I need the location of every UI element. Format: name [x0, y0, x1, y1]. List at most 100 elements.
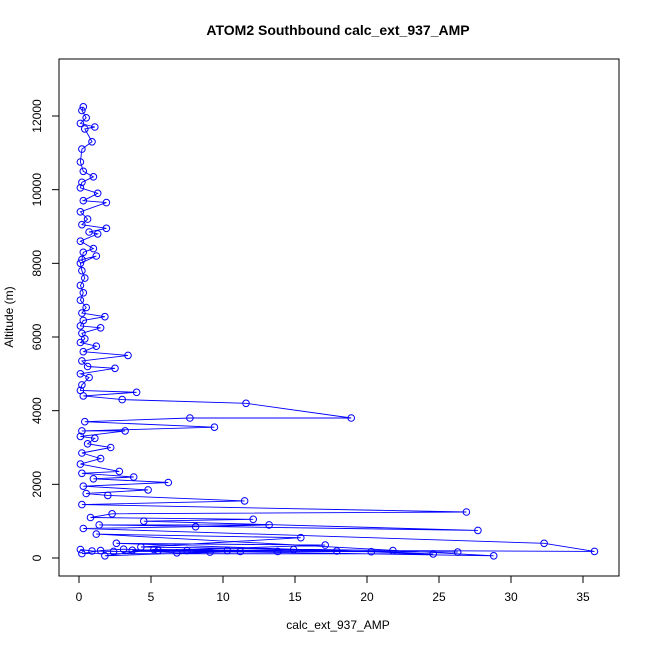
- data-point: [183, 546, 191, 555]
- data-point: [89, 244, 98, 253]
- data-point: [78, 266, 86, 275]
- data-point: [76, 158, 85, 166]
- data-point: [132, 388, 141, 397]
- data-point: [124, 351, 132, 360]
- data-point: [173, 549, 181, 557]
- data-point: [137, 543, 145, 551]
- data-point: [121, 427, 129, 435]
- data-point: [76, 322, 85, 330]
- data-point: [83, 440, 92, 448]
- data-point: [297, 533, 305, 542]
- data-point: [86, 513, 95, 522]
- y-axis-label: Altitude (m): [2, 286, 16, 347]
- data-point: [118, 395, 126, 404]
- data-point: [76, 296, 85, 305]
- chart-title: ATOM2 Southbound calc_ext_937_AMP: [206, 22, 469, 38]
- data-point: [78, 309, 86, 317]
- data-point: [111, 364, 119, 373]
- data-point: [101, 552, 109, 560]
- data-point: [92, 530, 101, 538]
- data-point: [236, 547, 245, 556]
- data-point: [154, 546, 162, 555]
- data-point: [82, 489, 90, 498]
- data-point: [289, 545, 298, 554]
- y-tick-label: 12000: [30, 99, 44, 133]
- data-point: [76, 184, 85, 192]
- data-point: [79, 524, 88, 533]
- y-tick-label: 8000: [30, 250, 44, 277]
- data-point: [78, 469, 86, 478]
- data-point: [273, 547, 282, 556]
- data-point: [78, 549, 86, 558]
- data-point: [78, 357, 86, 365]
- data-point: [140, 517, 148, 526]
- y-tick-label: 2000: [30, 471, 44, 498]
- x-axis-label: calc_ext_937_AMP: [286, 618, 389, 632]
- data-point: [82, 114, 90, 122]
- data-point: [81, 274, 89, 282]
- data-point: [108, 510, 116, 518]
- data-point: [590, 547, 599, 556]
- data-point: [92, 342, 101, 351]
- data-point: [81, 125, 89, 133]
- x-tick-label: 25: [432, 590, 446, 604]
- data-point: [112, 539, 121, 548]
- data-point: [76, 259, 85, 268]
- data-point: [93, 189, 102, 198]
- data-point: [95, 521, 103, 529]
- data-point: [164, 478, 173, 487]
- data-point: [85, 228, 93, 236]
- data-point: [129, 473, 138, 481]
- data-point: [474, 526, 482, 535]
- data-point: [76, 281, 85, 290]
- data-point: [79, 167, 88, 176]
- data-point: [88, 138, 96, 146]
- data-point: [223, 546, 232, 555]
- data-point: [109, 547, 118, 556]
- data-point: [367, 547, 376, 556]
- data-point: [76, 370, 85, 378]
- data-point: [83, 215, 92, 223]
- data-point: [78, 106, 86, 115]
- data-point: [453, 548, 462, 556]
- data-point: [78, 449, 86, 457]
- data-point: [144, 486, 152, 494]
- data-point: [191, 522, 200, 531]
- x-tick-label: 10: [216, 590, 230, 604]
- data-point: [102, 198, 111, 207]
- data-point: [76, 545, 85, 554]
- x-tick-label: 30: [504, 590, 518, 604]
- data-point: [76, 432, 85, 441]
- y-axis: 0 2000 4000 6000 8000 10000 12000: [30, 99, 60, 561]
- data-point: [78, 381, 86, 389]
- x-tick-label: 0: [76, 590, 83, 604]
- data-point: [78, 220, 86, 229]
- data-point: [76, 237, 85, 245]
- data-point: [76, 338, 85, 347]
- data-point: [79, 392, 88, 400]
- data-point: [242, 399, 250, 408]
- y-tick-label: 0: [30, 554, 44, 561]
- data-point: [333, 547, 341, 555]
- data-point: [79, 289, 88, 297]
- data-point: [79, 196, 88, 205]
- plot-frame: [58, 58, 620, 577]
- data-point: [102, 224, 111, 233]
- y-tick-label: 10000: [30, 173, 44, 207]
- data-point: [101, 312, 109, 321]
- data-point: [429, 550, 438, 558]
- data-point: [540, 539, 548, 548]
- data-point: [91, 123, 99, 131]
- x-tick-label: 5: [148, 590, 155, 604]
- data-point: [321, 541, 330, 549]
- data-point: [104, 491, 112, 500]
- data-point: [89, 475, 98, 483]
- data-point: [489, 552, 498, 560]
- data-point: [78, 255, 86, 264]
- data-point: [206, 548, 214, 556]
- x-tick-label: 35: [576, 590, 590, 604]
- data-point: [81, 335, 89, 343]
- data-point: [79, 248, 88, 257]
- x-tick-label: 20: [360, 590, 374, 604]
